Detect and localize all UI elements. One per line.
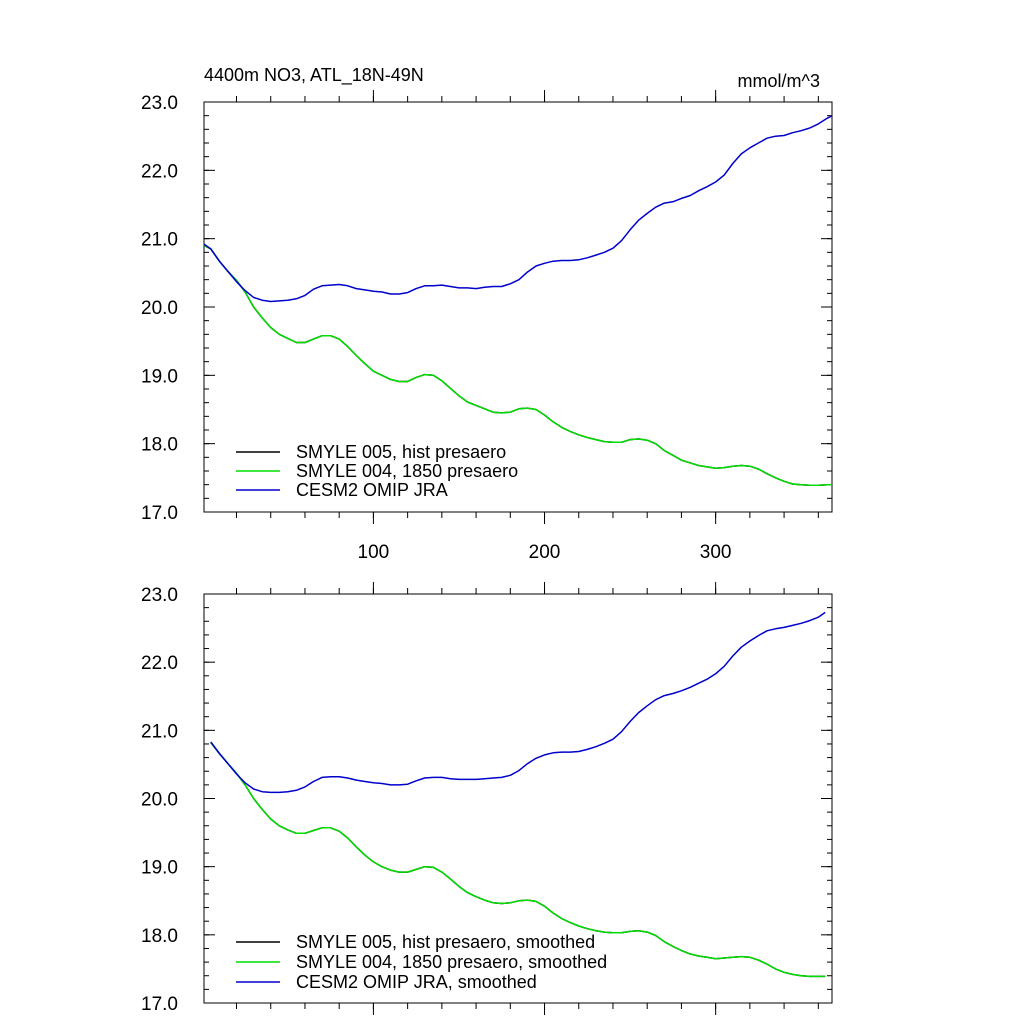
y-tick-label: 23.0 (141, 93, 178, 114)
legend-label: SMYLE 005, hist presaero (296, 442, 506, 462)
y-tick-label: 22.0 (141, 161, 178, 182)
y-tick-label: 21.0 (141, 230, 178, 251)
y-tick-label: 17.0 (141, 503, 178, 524)
y-tick-label: 20.0 (141, 298, 178, 319)
chart-title: 4400m NO3, ATL_18N-49N (204, 65, 424, 86)
y-tick-label: 17.0 (141, 994, 178, 1015)
legend-label: CESM2 OMIP JRA (296, 480, 448, 500)
y-tick-label: 18.0 (141, 435, 178, 456)
legend-label: SMYLE 004, 1850 presaero, smoothed (296, 952, 607, 972)
series-line-2 (203, 115, 833, 303)
x-tick-label: 100 (358, 542, 390, 563)
x-tick-label: 300 (700, 542, 732, 563)
y-tick-label: 21.0 (141, 721, 178, 742)
y-tick-label: 18.0 (141, 926, 178, 947)
legend-label: SMYLE 004, 1850 presaero (296, 461, 518, 481)
y-tick-label: 19.0 (141, 858, 178, 879)
bottom-panel: 17.0 18.0 19.0 20.0 21.0 22.0 23.0 SMYLE 005, h… (141, 582, 833, 1015)
series-line-1 (210, 742, 826, 978)
series-line-1 (203, 244, 832, 487)
y-tick-label: 23.0 (141, 585, 178, 606)
y-tick-label: 19.0 (141, 366, 178, 387)
top-panel: 17.0 18.0 19.0 20.0 21.0 22.0 23.0 100 200 300 SMY… (141, 90, 833, 563)
legend-label: CESM2 OMIP JRA, smoothed (296, 972, 537, 992)
x-tick-label: 200 (529, 542, 561, 563)
units-label: mmol/m^3 (738, 71, 820, 91)
legend-label: SMYLE 005, hist presaero, smoothed (296, 932, 595, 952)
y-tick-label: 20.0 (141, 790, 178, 811)
y-tick-label: 22.0 (141, 653, 178, 674)
series-line-2 (210, 611, 826, 794)
